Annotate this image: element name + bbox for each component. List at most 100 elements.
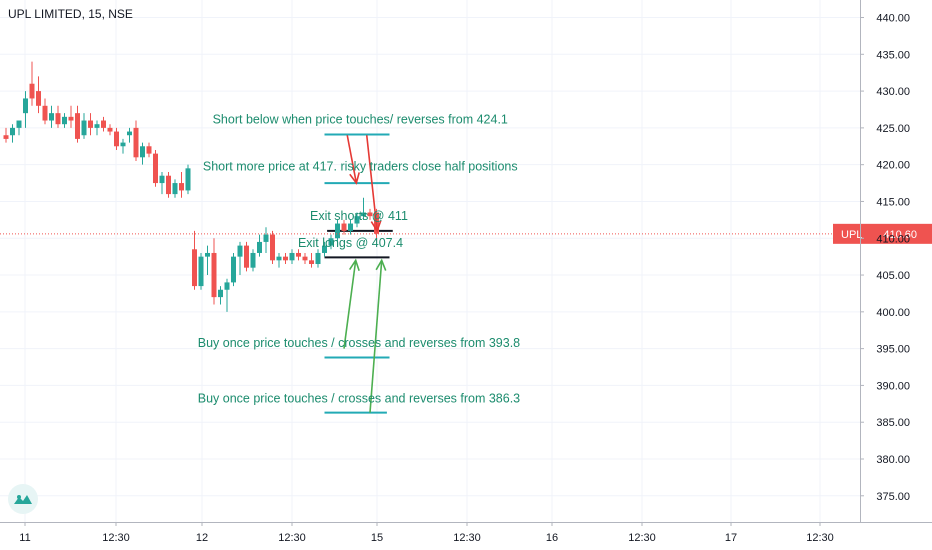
candle-body (159, 175, 165, 184)
annotation-label: Short below when price touches/ reverses… (213, 112, 508, 126)
candle-body (335, 223, 340, 239)
last-price-line: UPL 410.60 (0, 223, 932, 244)
candle-body (237, 245, 243, 257)
candle-body (3, 135, 9, 139)
candle-body (29, 83, 35, 99)
annotation-label: Buy once price touches / crosses and rev… (198, 336, 520, 350)
candle-body (302, 256, 308, 261)
y-tick-label: 380.00 (876, 454, 910, 466)
candle-body (205, 252, 210, 257)
candle-body (276, 256, 282, 261)
candle-body (257, 241, 262, 253)
candle-body (36, 91, 41, 106)
candle-body (231, 256, 236, 283)
y-tick-label: 405.00 (876, 270, 910, 282)
candle-body (88, 120, 93, 128)
candle-body (328, 238, 334, 246)
candle-body (250, 252, 256, 268)
candle-body (341, 223, 347, 231)
y-tick-label: 420.00 (876, 160, 910, 172)
y-tick-label: 425.00 (876, 123, 910, 135)
candle-body (127, 131, 132, 136)
candles (3, 61, 379, 312)
candle-body (198, 256, 204, 287)
annotation-arrow-shaft (365, 135, 378, 231)
x-tick-label: 12 (196, 532, 208, 544)
x-tick-label: 17 (725, 532, 737, 544)
candle-body (42, 105, 48, 121)
annotation-label: Short more price at 417. risky traders c… (203, 160, 518, 174)
x-tick-label: 12:30 (453, 532, 481, 544)
candle-body (94, 124, 100, 128)
candle-body (211, 252, 217, 298)
tradingview-cloud-icon (14, 495, 32, 504)
annotation-arrowhead (375, 258, 387, 271)
candle-body (114, 131, 119, 147)
candle-body (68, 116, 74, 121)
y-tick-label: 430.00 (876, 86, 910, 98)
y-tick-label: 385.00 (876, 417, 910, 429)
x-tick-label: 15 (371, 532, 383, 544)
candle-body (192, 249, 197, 287)
candle-body (75, 113, 80, 139)
candle-body (140, 146, 145, 158)
candle-body (179, 183, 184, 191)
x-tick-label: 12:30 (278, 532, 306, 544)
candle-body (107, 127, 113, 132)
candle-body (296, 252, 301, 257)
annotation-arrows (343, 135, 387, 413)
annotation-label: Exit longs @ 407.4 (298, 236, 403, 250)
candle-body (361, 212, 366, 217)
candle-body (224, 282, 230, 290)
candle-body (23, 98, 28, 114)
grid-lines (0, 0, 860, 522)
tradingview-logo[interactable] (8, 484, 38, 514)
candle-body (62, 116, 67, 125)
candle-body (315, 252, 321, 265)
candle-body (166, 175, 171, 195)
candle-body (270, 234, 275, 261)
candle-body (16, 120, 22, 128)
y-tick-label: 390.00 (876, 380, 910, 392)
candle-body (10, 127, 15, 136)
x-tick-label: 11 (19, 532, 30, 544)
candle-body (367, 212, 373, 217)
annotation-label: Exit shorts @ 411 (310, 209, 408, 223)
candle-body (309, 260, 314, 265)
candle-body (81, 120, 87, 136)
candle-body (133, 127, 139, 158)
annotation-arrowhead (348, 258, 360, 272)
candle-body (101, 120, 106, 128)
x-tick-label: 16 (546, 532, 558, 544)
candle-body (283, 256, 288, 261)
candle-body (354, 216, 360, 224)
y-tick-label: 400.00 (876, 307, 910, 319)
chart-title: UPL LIMITED, 15, NSE (8, 7, 133, 21)
annotation-labels: Short below when price touches/ reverses… (198, 112, 520, 405)
y-tick-label: 440.00 (876, 13, 910, 25)
y-tick-label: 435.00 (876, 49, 910, 61)
last-price-tag (833, 223, 932, 244)
annotation-arrow-shaft (343, 260, 357, 349)
last-price-symbol: UPL (841, 229, 862, 241)
candle-body (146, 146, 152, 154)
candle-body (185, 168, 191, 191)
candle-body (218, 289, 223, 298)
y-tick-label: 415.00 (876, 196, 910, 208)
candle-body (263, 234, 269, 242)
annotation-arrowhead (370, 220, 382, 233)
candle-body (49, 113, 54, 121)
candle-body (348, 223, 353, 231)
candle-body (120, 142, 126, 147)
last-price-value: 410.60 (883, 229, 917, 241)
candle-body (55, 113, 61, 125)
y-tick-label: 410.00 (876, 233, 910, 245)
annotation-arrow-shaft (369, 260, 383, 413)
candle-body (244, 245, 249, 268)
candle-body (172, 183, 178, 195)
annotation-arrow-shaft (346, 135, 358, 184)
x-tick-label: 12:30 (628, 532, 656, 544)
annotation-arrowhead (349, 172, 360, 185)
